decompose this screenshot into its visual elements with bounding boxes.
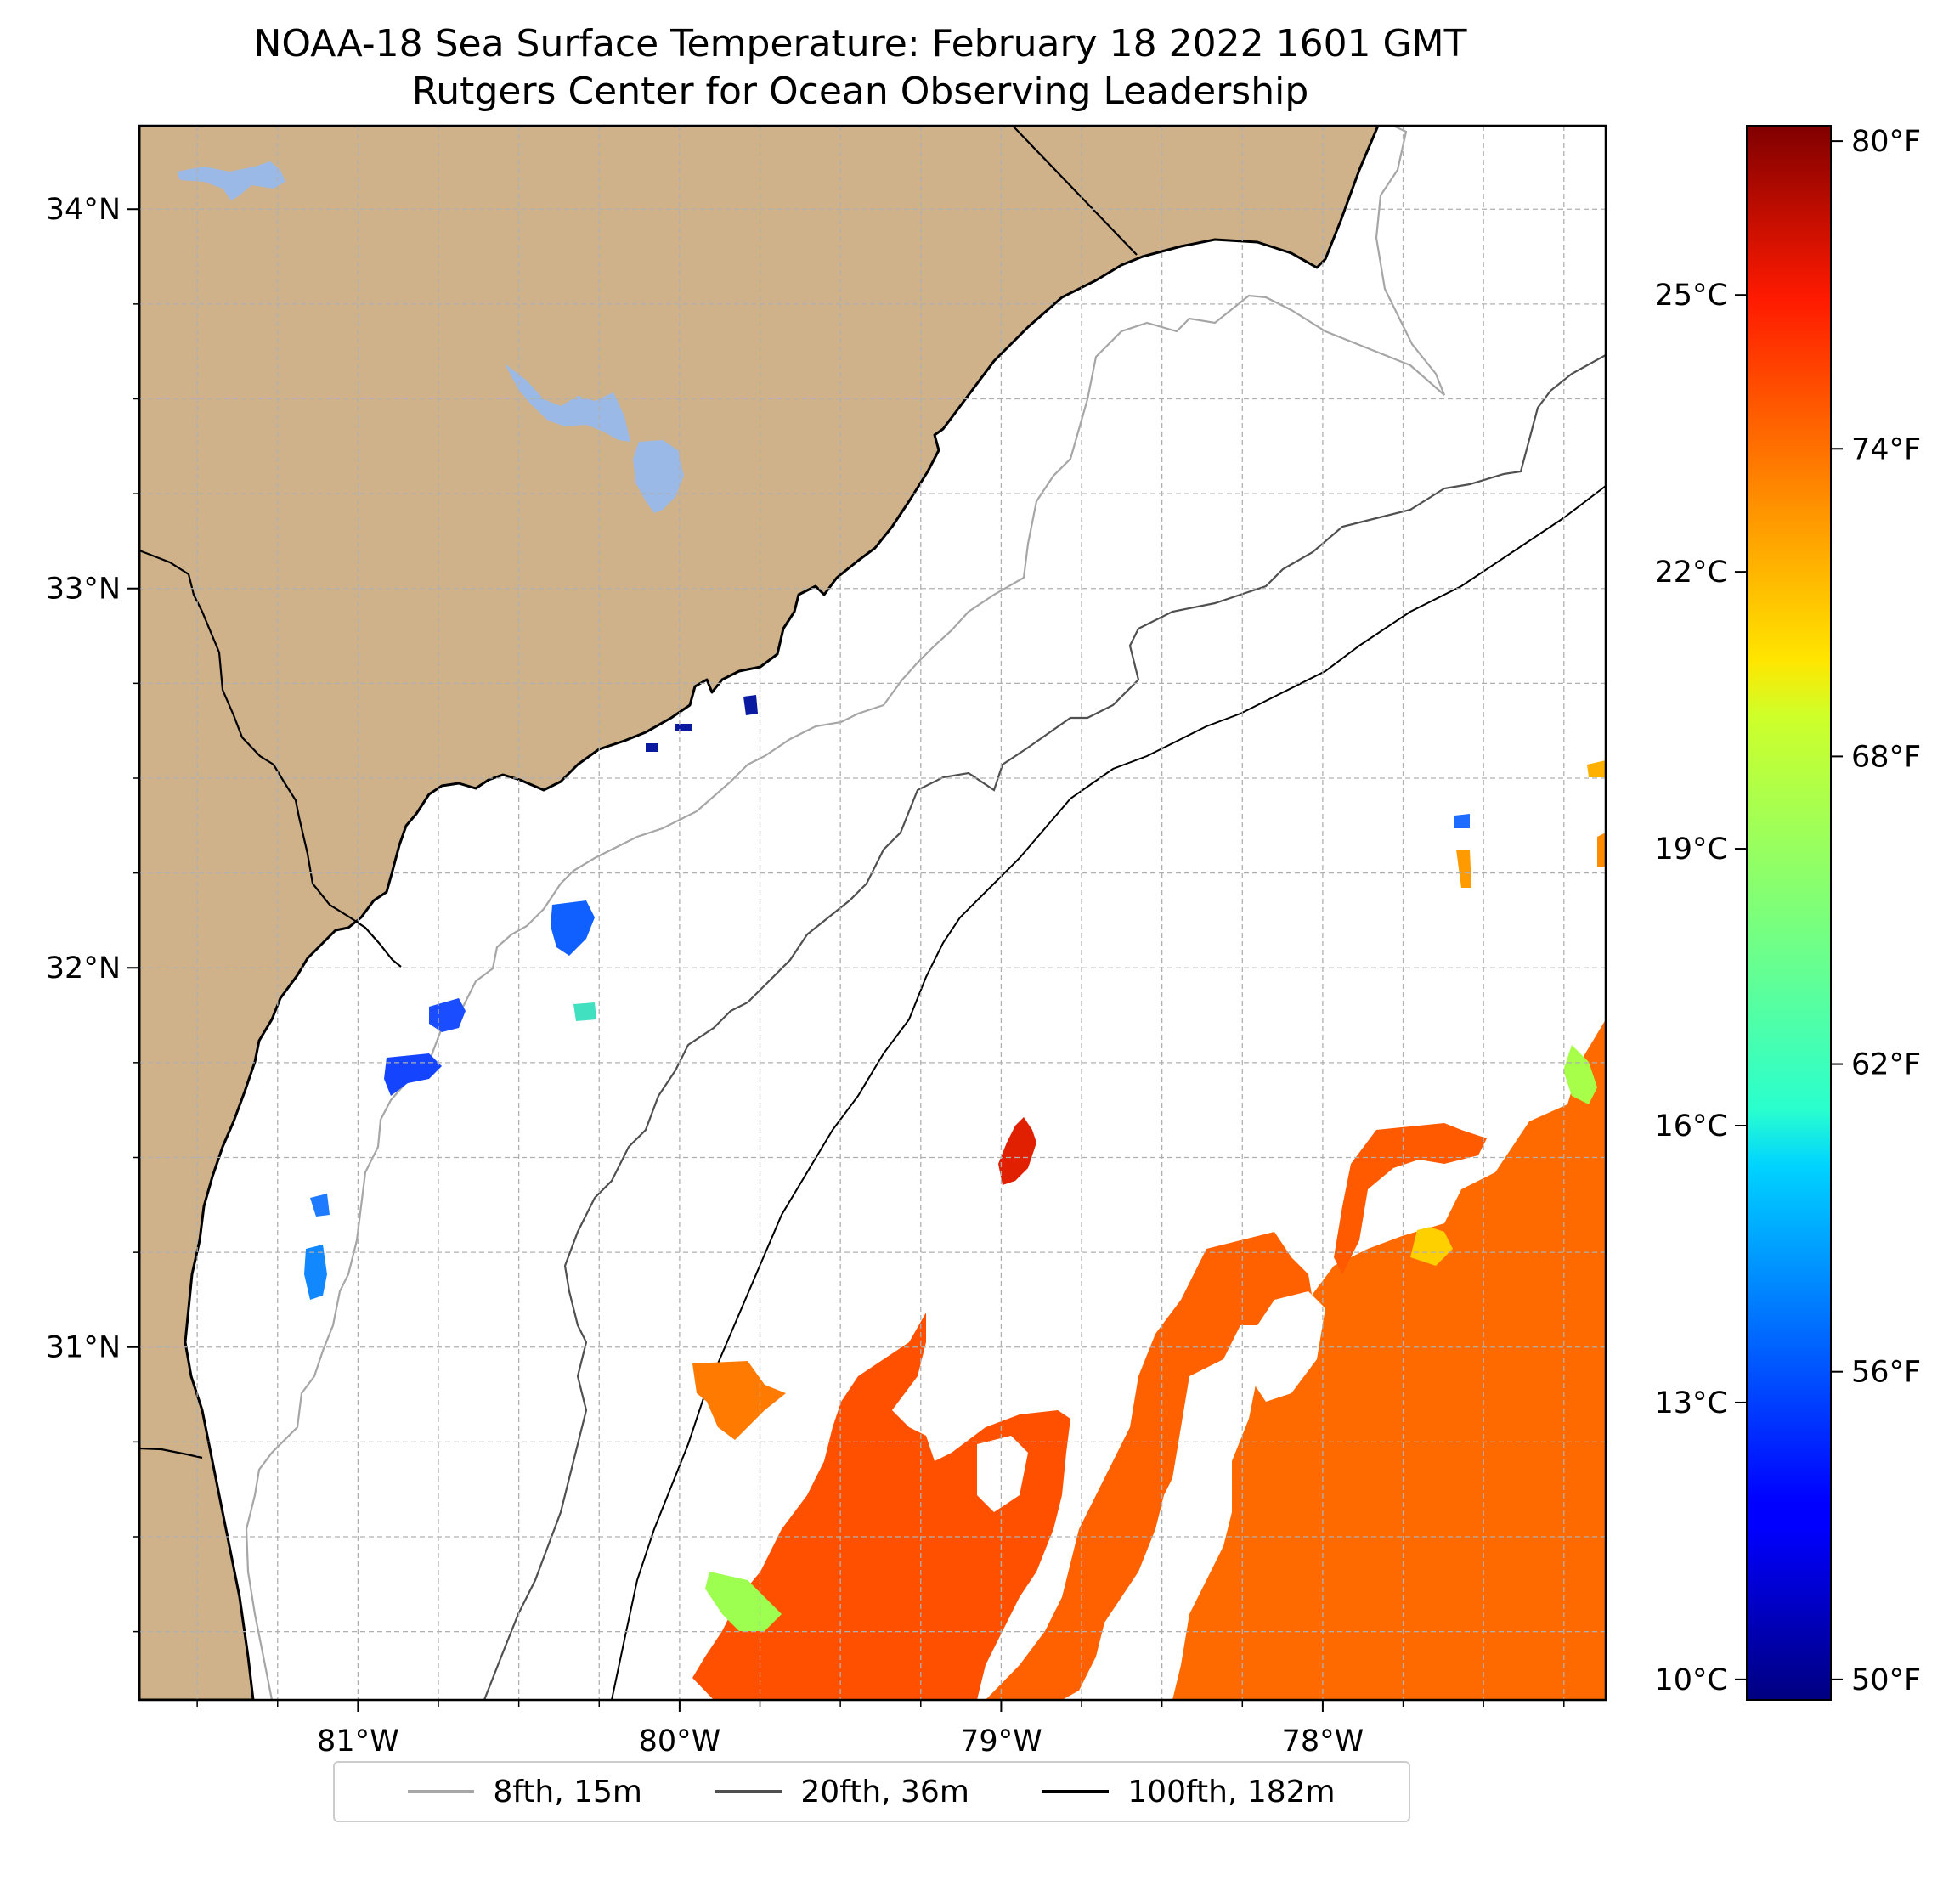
colorbar-f-label: 56°F: [1851, 1356, 1921, 1390]
lake-moultrie: [505, 364, 630, 442]
sst-cold-9: [646, 743, 658, 752]
sst-cold-2: [429, 998, 466, 1032]
sst-yellow-patch: [1410, 1223, 1453, 1266]
sst-warm-field-4: [692, 1313, 1070, 1700]
sst-gap-2: [977, 1436, 1028, 1512]
legend-line-20fth: [715, 1790, 782, 1793]
legend-label-20fth: 20fth, 36m: [800, 1774, 969, 1809]
sst-gap-3: [1172, 1453, 1223, 1521]
sst-cold-4: [304, 1245, 327, 1300]
map-panel: [139, 126, 1606, 1700]
lake-marion-south: [633, 440, 684, 513]
colorbar-ticks: 80°F 74°F 68°F 62°F 56°F 50°F 25°C 22°C 19°C 16°C…: [1655, 125, 1922, 1697]
sst-cold-5: [310, 1194, 330, 1217]
colorbar-c-label: 25°C: [1655, 279, 1728, 313]
state-border-sc-ga: [139, 549, 402, 968]
lon-tick-label: 80°W: [639, 1725, 721, 1759]
sst-orange-11: [1456, 850, 1471, 888]
sst-cold-8: [675, 724, 692, 731]
map-title: NOAA-18 Sea Surface Temperature: Februar…: [0, 20, 1720, 116]
legend-item-100fth: 100fth, 182m: [1042, 1774, 1336, 1809]
sst-orange-13: [1597, 833, 1606, 867]
legend-line-8fth: [408, 1790, 475, 1793]
colorbar-c-label: 13°C: [1655, 1386, 1728, 1420]
contour-8fth: [245, 126, 1446, 1700]
colorbar-f-label: 74°F: [1851, 432, 1921, 466]
contour-20fth: [483, 354, 1606, 1700]
state-border-ga-fl: [139, 1447, 203, 1459]
sst-green-patch-east: [1563, 1045, 1597, 1104]
sst-gap-4: [1393, 1172, 1461, 1232]
sst-gap-1: [1249, 1291, 1325, 1402]
sst-data: [304, 695, 1606, 1700]
sst-warm-field-3: [986, 1232, 1313, 1700]
lon-tick-label: 78°W: [1282, 1725, 1364, 1759]
sst-cold-7: [743, 695, 758, 715]
sst-warm-patch-west: [692, 1361, 786, 1440]
state-border: [1012, 126, 1138, 256]
lake-marion: [177, 161, 285, 200]
sst-warm-field: [1172, 1019, 1606, 1700]
lat-tick-label: 33°N: [46, 573, 121, 607]
lon-tick-label: 81°W: [317, 1725, 399, 1759]
colorbar-f-label: 68°F: [1851, 740, 1921, 774]
legend-item-20fth: 20fth, 36m: [715, 1775, 969, 1809]
colorbar: [1746, 125, 1832, 1701]
legend-item-8fth: 8fth, 15m: [408, 1775, 642, 1809]
map-frame: [138, 124, 1607, 1702]
colorbar-f-label: 50°F: [1851, 1663, 1921, 1697]
sst-cold-3: [384, 1053, 442, 1096]
lat-tick-label: 34°N: [46, 193, 121, 227]
lon-tick-label: 79°W: [960, 1725, 1042, 1759]
legend-label-100fth: 100fth, 182m: [1127, 1774, 1336, 1809]
colorbar-c-label: 16°C: [1655, 1109, 1728, 1143]
lat-tick-label: 31°N: [46, 1331, 121, 1365]
colorbar-f-label: 62°F: [1851, 1048, 1921, 1082]
contour-100fth: [611, 485, 1606, 1700]
legend-label-8fth: 8fth, 15m: [493, 1774, 642, 1809]
sst-blue-10: [1454, 814, 1470, 828]
colorbar-c-label: 19°C: [1655, 833, 1728, 867]
map-ticks: 81°W 80°W 79°W 78°W 34°N 33°N 32°N 31°N: [46, 193, 1565, 1759]
sst-cold-1: [551, 900, 595, 956]
sst-cold-6: [573, 1002, 596, 1021]
title-line-2: Rutgers Center for Ocean Observing Leade…: [411, 70, 1309, 113]
contour-legend: 8fth, 15m 20fth, 36m 100fth, 182m: [333, 1761, 1410, 1822]
sst-warm-patch-mid: [998, 1117, 1036, 1185]
land: [139, 126, 1380, 1700]
colorbar-f-label: 80°F: [1851, 125, 1921, 159]
sst-green-patch-sw: [705, 1572, 782, 1631]
legend-line-100fth: [1042, 1790, 1110, 1793]
lat-tick-label: 32°N: [46, 951, 121, 985]
title-line-1: NOAA-18 Sea Surface Temperature: Februar…: [253, 22, 1467, 65]
sst-orange-12: [1587, 760, 1606, 777]
sst-warm-field-2: [1334, 1123, 1487, 1274]
colorbar-c-label: 22°C: [1655, 556, 1728, 590]
colorbar-c-label: 10°C: [1655, 1663, 1728, 1697]
graticule: [139, 126, 1606, 1700]
